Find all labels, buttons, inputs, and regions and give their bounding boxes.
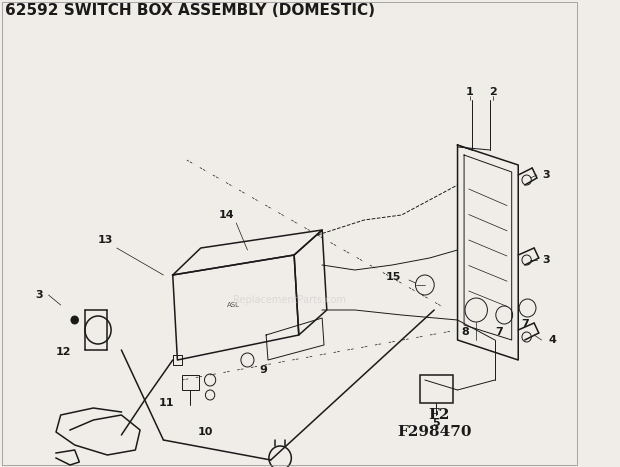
Text: 5: 5 xyxy=(432,418,440,428)
Text: ReplacementParts.com: ReplacementParts.com xyxy=(233,295,346,305)
Text: 3: 3 xyxy=(35,290,43,300)
Text: 3: 3 xyxy=(542,170,550,180)
Text: 11: 11 xyxy=(159,398,174,408)
Text: 9: 9 xyxy=(260,365,267,375)
Text: 7: 7 xyxy=(495,327,503,337)
Text: 13: 13 xyxy=(98,235,113,245)
Text: 3: 3 xyxy=(542,255,550,265)
Text: 1: 1 xyxy=(466,87,474,97)
Text: 10: 10 xyxy=(198,427,213,437)
Bar xyxy=(182,375,199,390)
Text: F298470: F298470 xyxy=(397,425,471,439)
Text: 14: 14 xyxy=(219,210,235,220)
Text: F2: F2 xyxy=(428,408,450,422)
Text: 7: 7 xyxy=(521,319,529,329)
Circle shape xyxy=(71,316,79,324)
Text: 2: 2 xyxy=(489,87,497,97)
Text: 15: 15 xyxy=(386,272,402,282)
Text: 62592 SWITCH BOX ASSEMBLY (DOMESTIC): 62592 SWITCH BOX ASSEMBLY (DOMESTIC) xyxy=(5,3,374,18)
Text: ASL: ASL xyxy=(227,302,240,308)
Text: 12: 12 xyxy=(56,347,71,357)
Bar xyxy=(420,375,453,403)
Text: 4: 4 xyxy=(549,335,557,345)
Text: 8: 8 xyxy=(461,327,469,337)
